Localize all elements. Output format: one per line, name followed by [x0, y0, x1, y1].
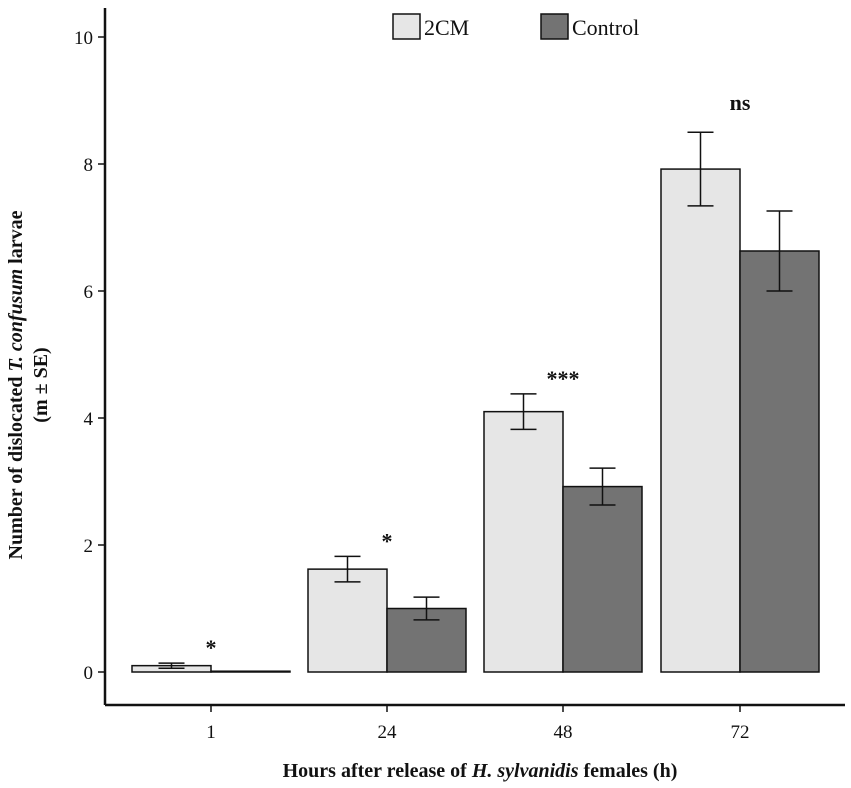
- y-tick-label-8: 8: [84, 155, 94, 176]
- bars: [131, 168, 820, 673]
- x-tick-label-24: 24: [378, 722, 398, 743]
- significance-label-1: *: [206, 635, 217, 660]
- error-bars: [158, 131, 793, 669]
- y-tick-label-2: 2: [84, 536, 94, 557]
- legend-swatch-2cm: [392, 13, 421, 40]
- significance-label-48: ***: [547, 366, 580, 391]
- y-axis-title-line1: Number of dislocated T. confusum larvae: [5, 210, 27, 559]
- legend-swatch-control: [540, 13, 569, 40]
- legend: 2CM Control: [392, 13, 639, 40]
- y-tick-label-10: 10: [74, 28, 93, 49]
- legend-label-2cm: 2CM: [424, 15, 469, 40]
- significance-label-24: *: [382, 528, 393, 553]
- bar-control-48: [562, 485, 643, 673]
- x-axis-title: Hours after release of H. sylvanidis fem…: [283, 760, 678, 782]
- y-tick-label-4: 4: [84, 409, 94, 430]
- bar-control-72: [739, 250, 820, 673]
- significance-label-72: ns: [730, 90, 751, 115]
- x-tick-label-72: 72: [731, 722, 750, 743]
- legend-label-control: Control: [572, 15, 639, 40]
- bar-2cm-48: [483, 410, 564, 673]
- bar-2cm-72: [660, 168, 741, 673]
- x-tick-label-1: 1: [206, 722, 216, 743]
- significance-labels: *****ns: [206, 90, 751, 660]
- x-axis: 1 24 48 72: [105, 703, 845, 743]
- y-tick-label-0: 0: [84, 663, 94, 684]
- y-tick-label-6: 6: [84, 282, 94, 303]
- x-tick-label-48: 48: [554, 722, 573, 743]
- bar-control-1: [210, 670, 291, 673]
- bar-2cm-24: [307, 568, 388, 673]
- y-axis: 0 2 4 6 8 10: [74, 8, 107, 705]
- y-axis-title-line2: (m ± SE): [30, 347, 52, 422]
